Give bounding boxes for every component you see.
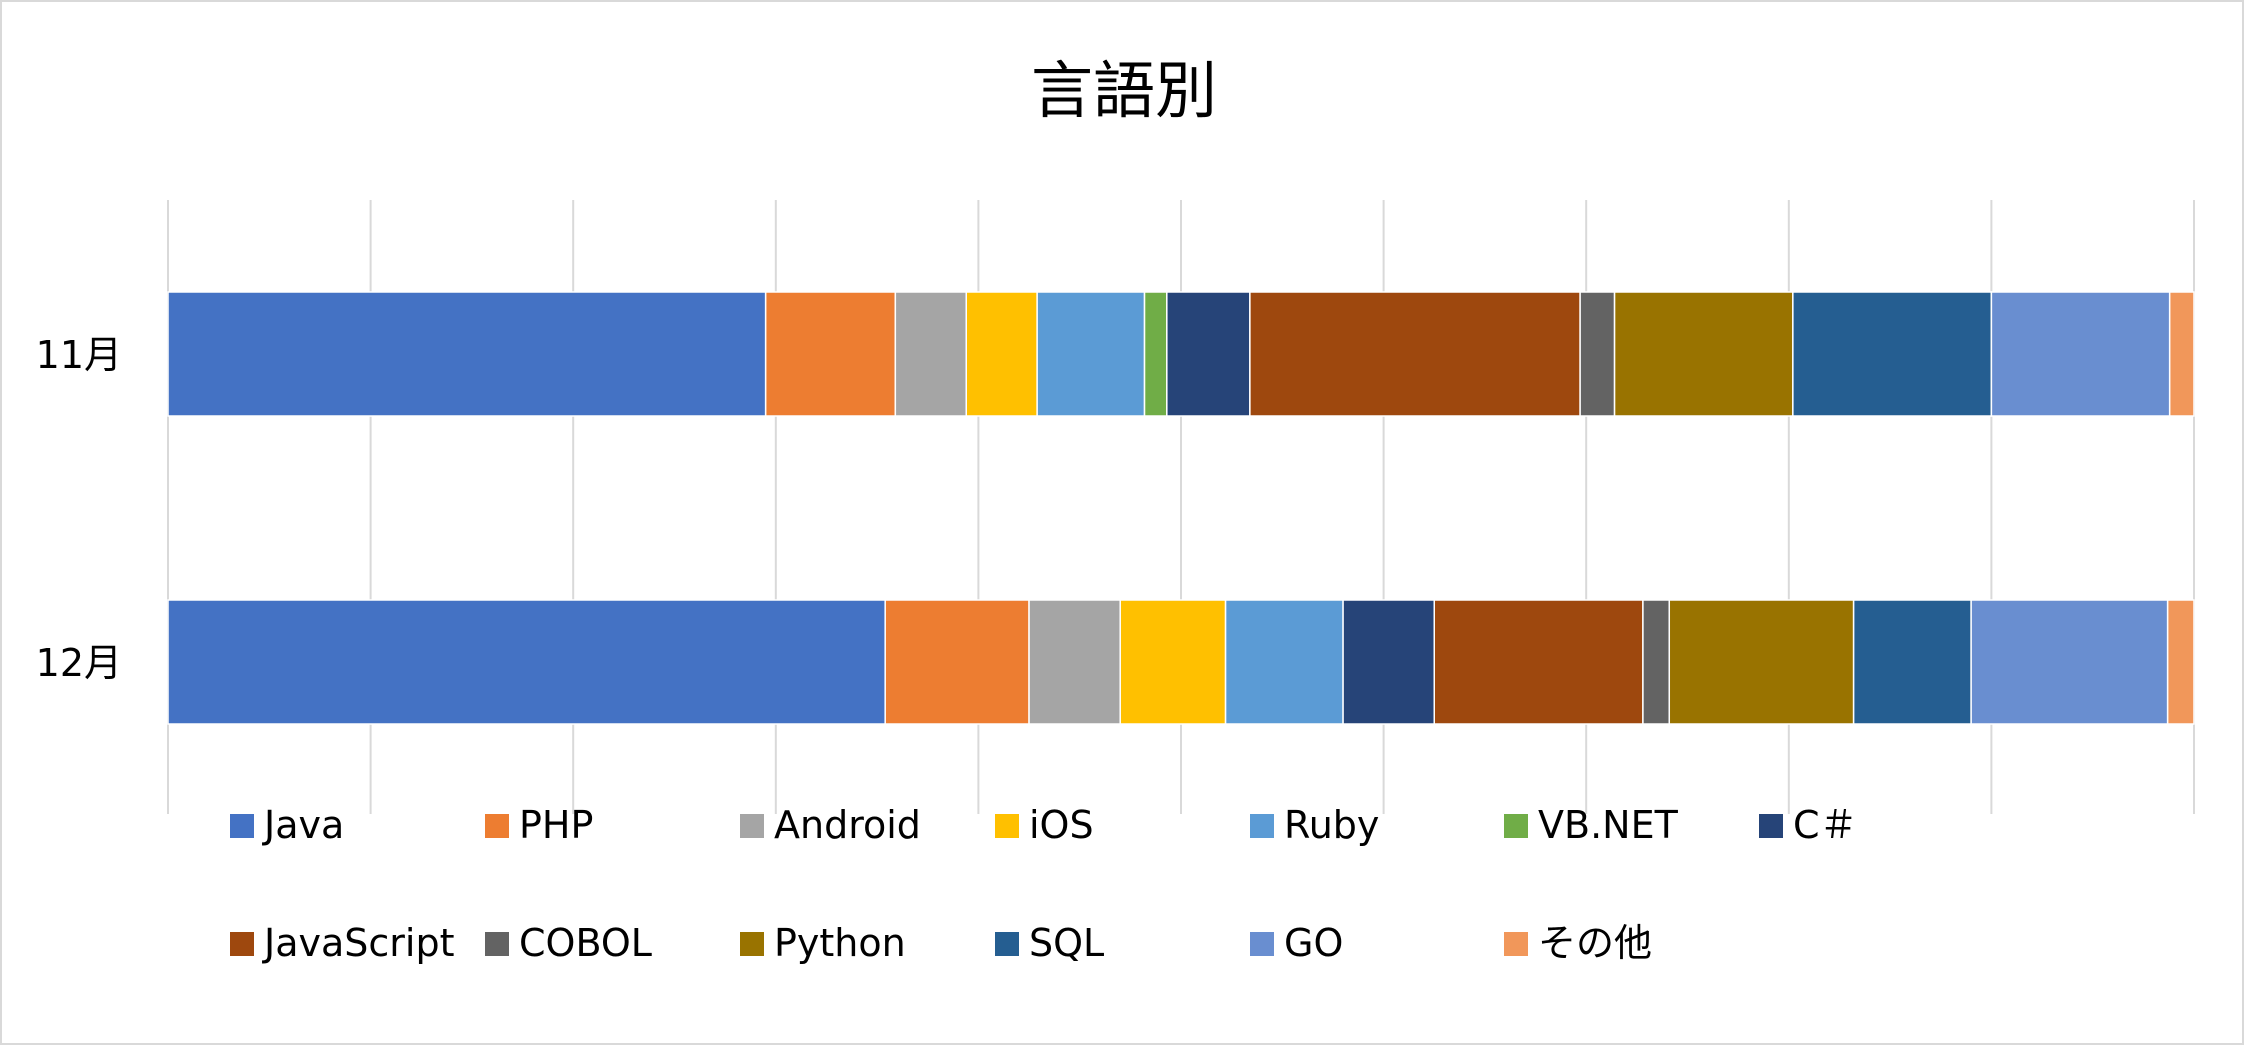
bar-segment [1668, 599, 1855, 725]
bar-segment [965, 291, 1038, 417]
bar-segment [1028, 599, 1121, 725]
legend-label: iOS [1029, 803, 1094, 847]
bar-segment [1166, 291, 1251, 417]
legend-swatch [1504, 932, 1528, 956]
bar-segment [2166, 599, 2195, 725]
legend-label: Android [774, 803, 921, 847]
legend-label: その他 [1538, 921, 1652, 965]
legend-swatch [740, 814, 764, 838]
legend-label: C＃ [1793, 803, 1858, 847]
bar-segment [1990, 291, 2171, 417]
bar-segment [1433, 599, 1644, 725]
legend-swatch [1504, 814, 1528, 838]
bar-segments [167, 291, 2195, 725]
bar-segment [764, 291, 897, 417]
legend-swatch [1759, 814, 1783, 838]
legend-swatch [740, 932, 764, 956]
legend-swatch [485, 932, 509, 956]
legend-label: JavaScript [262, 921, 454, 965]
legend-swatch [1250, 814, 1274, 838]
legend-label: VB.NET [1538, 803, 1679, 847]
category-labels: 11月 12月 [36, 333, 122, 685]
bar-segment [1224, 599, 1344, 725]
legend-swatch [485, 814, 509, 838]
bar-segment [894, 291, 967, 417]
legend-label: COBOL [519, 921, 652, 965]
bar-segment [1342, 599, 1435, 725]
bar-segment [167, 291, 767, 417]
legend-swatch [1250, 932, 1274, 956]
category-label: 11月 [36, 333, 122, 377]
bar-segment [1642, 599, 1671, 725]
bar-segment [884, 599, 1030, 725]
bar-segment [2168, 291, 2195, 417]
bar-segment [1579, 291, 1616, 417]
legend-label: PHP [519, 803, 593, 847]
legend: Java PHP Android iOS Ruby VB.NET C＃ JavaScript C… [230, 803, 1858, 965]
legend-swatch [995, 932, 1019, 956]
legend-swatch [230, 932, 254, 956]
legend-label: Java [262, 803, 344, 847]
bar-segment [1852, 599, 1972, 725]
legend-label: Python [774, 921, 906, 965]
chart-title: 言語別 [1031, 54, 1217, 127]
legend-label: SQL [1029, 921, 1104, 965]
bar-segment [1036, 291, 1146, 417]
bar-segment [1143, 291, 1168, 417]
bar-segment [1970, 599, 2169, 725]
bar-segment [1119, 599, 1227, 725]
legend-label: GO [1284, 921, 1343, 965]
bar-segment [1613, 291, 1794, 417]
bar-segment [1792, 291, 1993, 417]
legend-label: Ruby [1284, 803, 1379, 847]
category-label: 12月 [36, 641, 122, 685]
legend-swatch [995, 814, 1019, 838]
legend-swatch [230, 814, 254, 838]
bar-segment [1249, 291, 1581, 417]
bar-segment [167, 599, 886, 725]
